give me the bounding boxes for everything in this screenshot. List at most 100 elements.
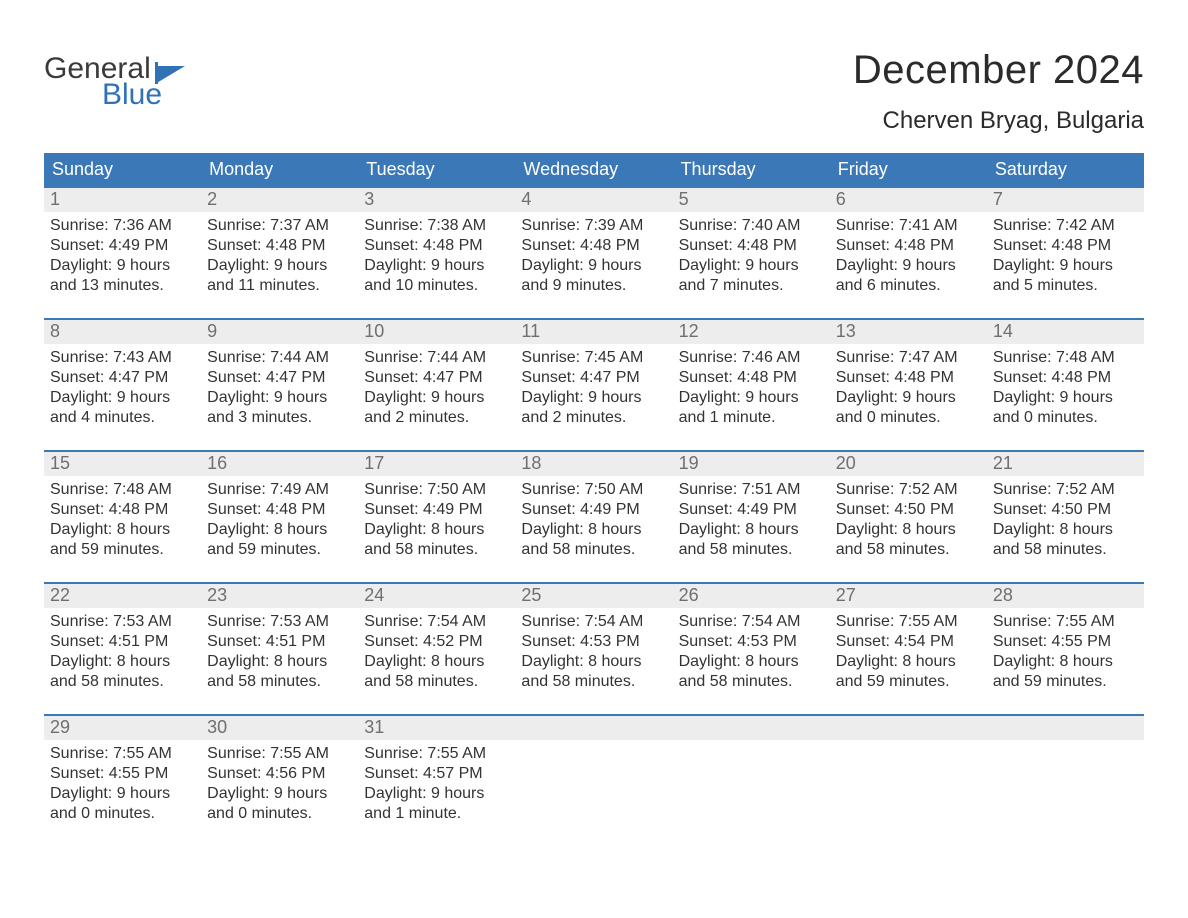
daylight-text-line2: and 11 minutes. [207,276,352,296]
sunrise-text: Sunrise: 7:54 AM [521,612,666,632]
day-body-row: Sunrise: 7:36 AMSunset: 4:49 PMDaylight:… [44,212,1144,318]
sunrise-text: Sunrise: 7:55 AM [836,612,981,632]
sunset-text: Sunset: 4:50 PM [993,500,1138,520]
sunrise-text: Sunrise: 7:55 AM [207,744,352,764]
calendar-week-row: 15161718192021Sunrise: 7:48 AMSunset: 4:… [44,450,1144,582]
sunrise-text: Sunrise: 7:42 AM [993,216,1138,236]
day-number: 1 [44,188,201,212]
sunset-text: Sunset: 4:55 PM [50,764,195,784]
daylight-text-line2: and 59 minutes. [50,540,195,560]
daylight-text-line2: and 9 minutes. [521,276,666,296]
day-cell: Sunrise: 7:52 AMSunset: 4:50 PMDaylight:… [987,476,1144,582]
day-number: 10 [358,320,515,344]
daylight-text-line2: and 58 minutes. [207,672,352,692]
day-number-band: 1234567 [44,188,1144,212]
daylight-text-line1: Daylight: 9 hours [679,388,824,408]
daylight-text-line1: Daylight: 9 hours [364,256,509,276]
daylight-text-line2: and 58 minutes. [679,540,824,560]
day-number-band: 891011121314 [44,320,1144,344]
sunset-text: Sunset: 4:54 PM [836,632,981,652]
day-number: 4 [515,188,672,212]
day-cell: Sunrise: 7:54 AMSunset: 4:53 PMDaylight:… [673,608,830,714]
day-cell: Sunrise: 7:55 AMSunset: 4:54 PMDaylight:… [830,608,987,714]
sunrise-text: Sunrise: 7:46 AM [679,348,824,368]
daylight-text-line1: Daylight: 8 hours [836,652,981,672]
logo-word-blue: Blue [102,80,185,110]
daylight-text-line2: and 4 minutes. [50,408,195,428]
day-cell [830,740,987,846]
day-cell: Sunrise: 7:42 AMSunset: 4:48 PMDaylight:… [987,212,1144,318]
weekday-header: Wednesday [515,153,672,186]
sunset-text: Sunset: 4:49 PM [679,500,824,520]
sunrise-text: Sunrise: 7:38 AM [364,216,509,236]
daylight-text-line1: Daylight: 8 hours [679,652,824,672]
daylight-text-line1: Daylight: 9 hours [993,388,1138,408]
day-cell: Sunrise: 7:55 AMSunset: 4:55 PMDaylight:… [987,608,1144,714]
day-number: 6 [830,188,987,212]
daylight-text-line2: and 10 minutes. [364,276,509,296]
daylight-text-line1: Daylight: 8 hours [836,520,981,540]
sunrise-text: Sunrise: 7:54 AM [364,612,509,632]
sunset-text: Sunset: 4:48 PM [836,368,981,388]
daylight-text-line1: Daylight: 9 hours [207,256,352,276]
sunset-text: Sunset: 4:49 PM [521,500,666,520]
sunrise-text: Sunrise: 7:53 AM [50,612,195,632]
weekday-header: Thursday [673,153,830,186]
day-cell: Sunrise: 7:43 AMSunset: 4:47 PMDaylight:… [44,344,201,450]
weekday-header: Friday [830,153,987,186]
sunset-text: Sunset: 4:48 PM [993,368,1138,388]
sunset-text: Sunset: 4:48 PM [207,236,352,256]
daylight-text-line1: Daylight: 8 hours [50,652,195,672]
day-number: 14 [987,320,1144,344]
sunrise-text: Sunrise: 7:48 AM [50,480,195,500]
daylight-text-line2: and 1 minute. [679,408,824,428]
daylight-text-line1: Daylight: 9 hours [521,256,666,276]
day-cell: Sunrise: 7:54 AMSunset: 4:53 PMDaylight:… [515,608,672,714]
daylight-text-line1: Daylight: 9 hours [50,388,195,408]
daylight-text-line1: Daylight: 8 hours [993,520,1138,540]
brand-logo: General Blue [44,48,185,110]
day-number [830,716,987,740]
day-cell: Sunrise: 7:53 AMSunset: 4:51 PMDaylight:… [44,608,201,714]
daylight-text-line1: Daylight: 9 hours [207,784,352,804]
daylight-text-line2: and 59 minutes. [836,672,981,692]
daylight-text-line2: and 58 minutes. [50,672,195,692]
day-number: 19 [673,452,830,476]
daylight-text-line2: and 2 minutes. [521,408,666,428]
day-cell: Sunrise: 7:51 AMSunset: 4:49 PMDaylight:… [673,476,830,582]
sunset-text: Sunset: 4:47 PM [364,368,509,388]
sunrise-text: Sunrise: 7:36 AM [50,216,195,236]
sunset-text: Sunset: 4:50 PM [836,500,981,520]
day-body-row: Sunrise: 7:48 AMSunset: 4:48 PMDaylight:… [44,476,1144,582]
day-cell: Sunrise: 7:37 AMSunset: 4:48 PMDaylight:… [201,212,358,318]
day-number: 28 [987,584,1144,608]
daylight-text-line2: and 59 minutes. [207,540,352,560]
daylight-text-line2: and 6 minutes. [836,276,981,296]
daylight-text-line2: and 58 minutes. [679,672,824,692]
day-number: 15 [44,452,201,476]
sunrise-text: Sunrise: 7:55 AM [993,612,1138,632]
sunset-text: Sunset: 4:51 PM [50,632,195,652]
day-cell: Sunrise: 7:50 AMSunset: 4:49 PMDaylight:… [515,476,672,582]
sunrise-text: Sunrise: 7:55 AM [364,744,509,764]
day-cell: Sunrise: 7:53 AMSunset: 4:51 PMDaylight:… [201,608,358,714]
day-cell: Sunrise: 7:54 AMSunset: 4:52 PMDaylight:… [358,608,515,714]
day-number: 24 [358,584,515,608]
sunset-text: Sunset: 4:51 PM [207,632,352,652]
day-number-band: 22232425262728 [44,584,1144,608]
daylight-text-line2: and 3 minutes. [207,408,352,428]
day-cell: Sunrise: 7:48 AMSunset: 4:48 PMDaylight:… [44,476,201,582]
sunset-text: Sunset: 4:48 PM [993,236,1138,256]
day-number: 17 [358,452,515,476]
daylight-text-line1: Daylight: 8 hours [364,652,509,672]
day-number: 31 [358,716,515,740]
day-number: 25 [515,584,672,608]
day-number: 20 [830,452,987,476]
day-cell: Sunrise: 7:39 AMSunset: 4:48 PMDaylight:… [515,212,672,318]
day-cell: Sunrise: 7:44 AMSunset: 4:47 PMDaylight:… [201,344,358,450]
sunrise-text: Sunrise: 7:52 AM [993,480,1138,500]
sunrise-text: Sunrise: 7:53 AM [207,612,352,632]
daylight-text-line1: Daylight: 9 hours [50,784,195,804]
day-number: 16 [201,452,358,476]
daylight-text-line2: and 58 minutes. [364,672,509,692]
